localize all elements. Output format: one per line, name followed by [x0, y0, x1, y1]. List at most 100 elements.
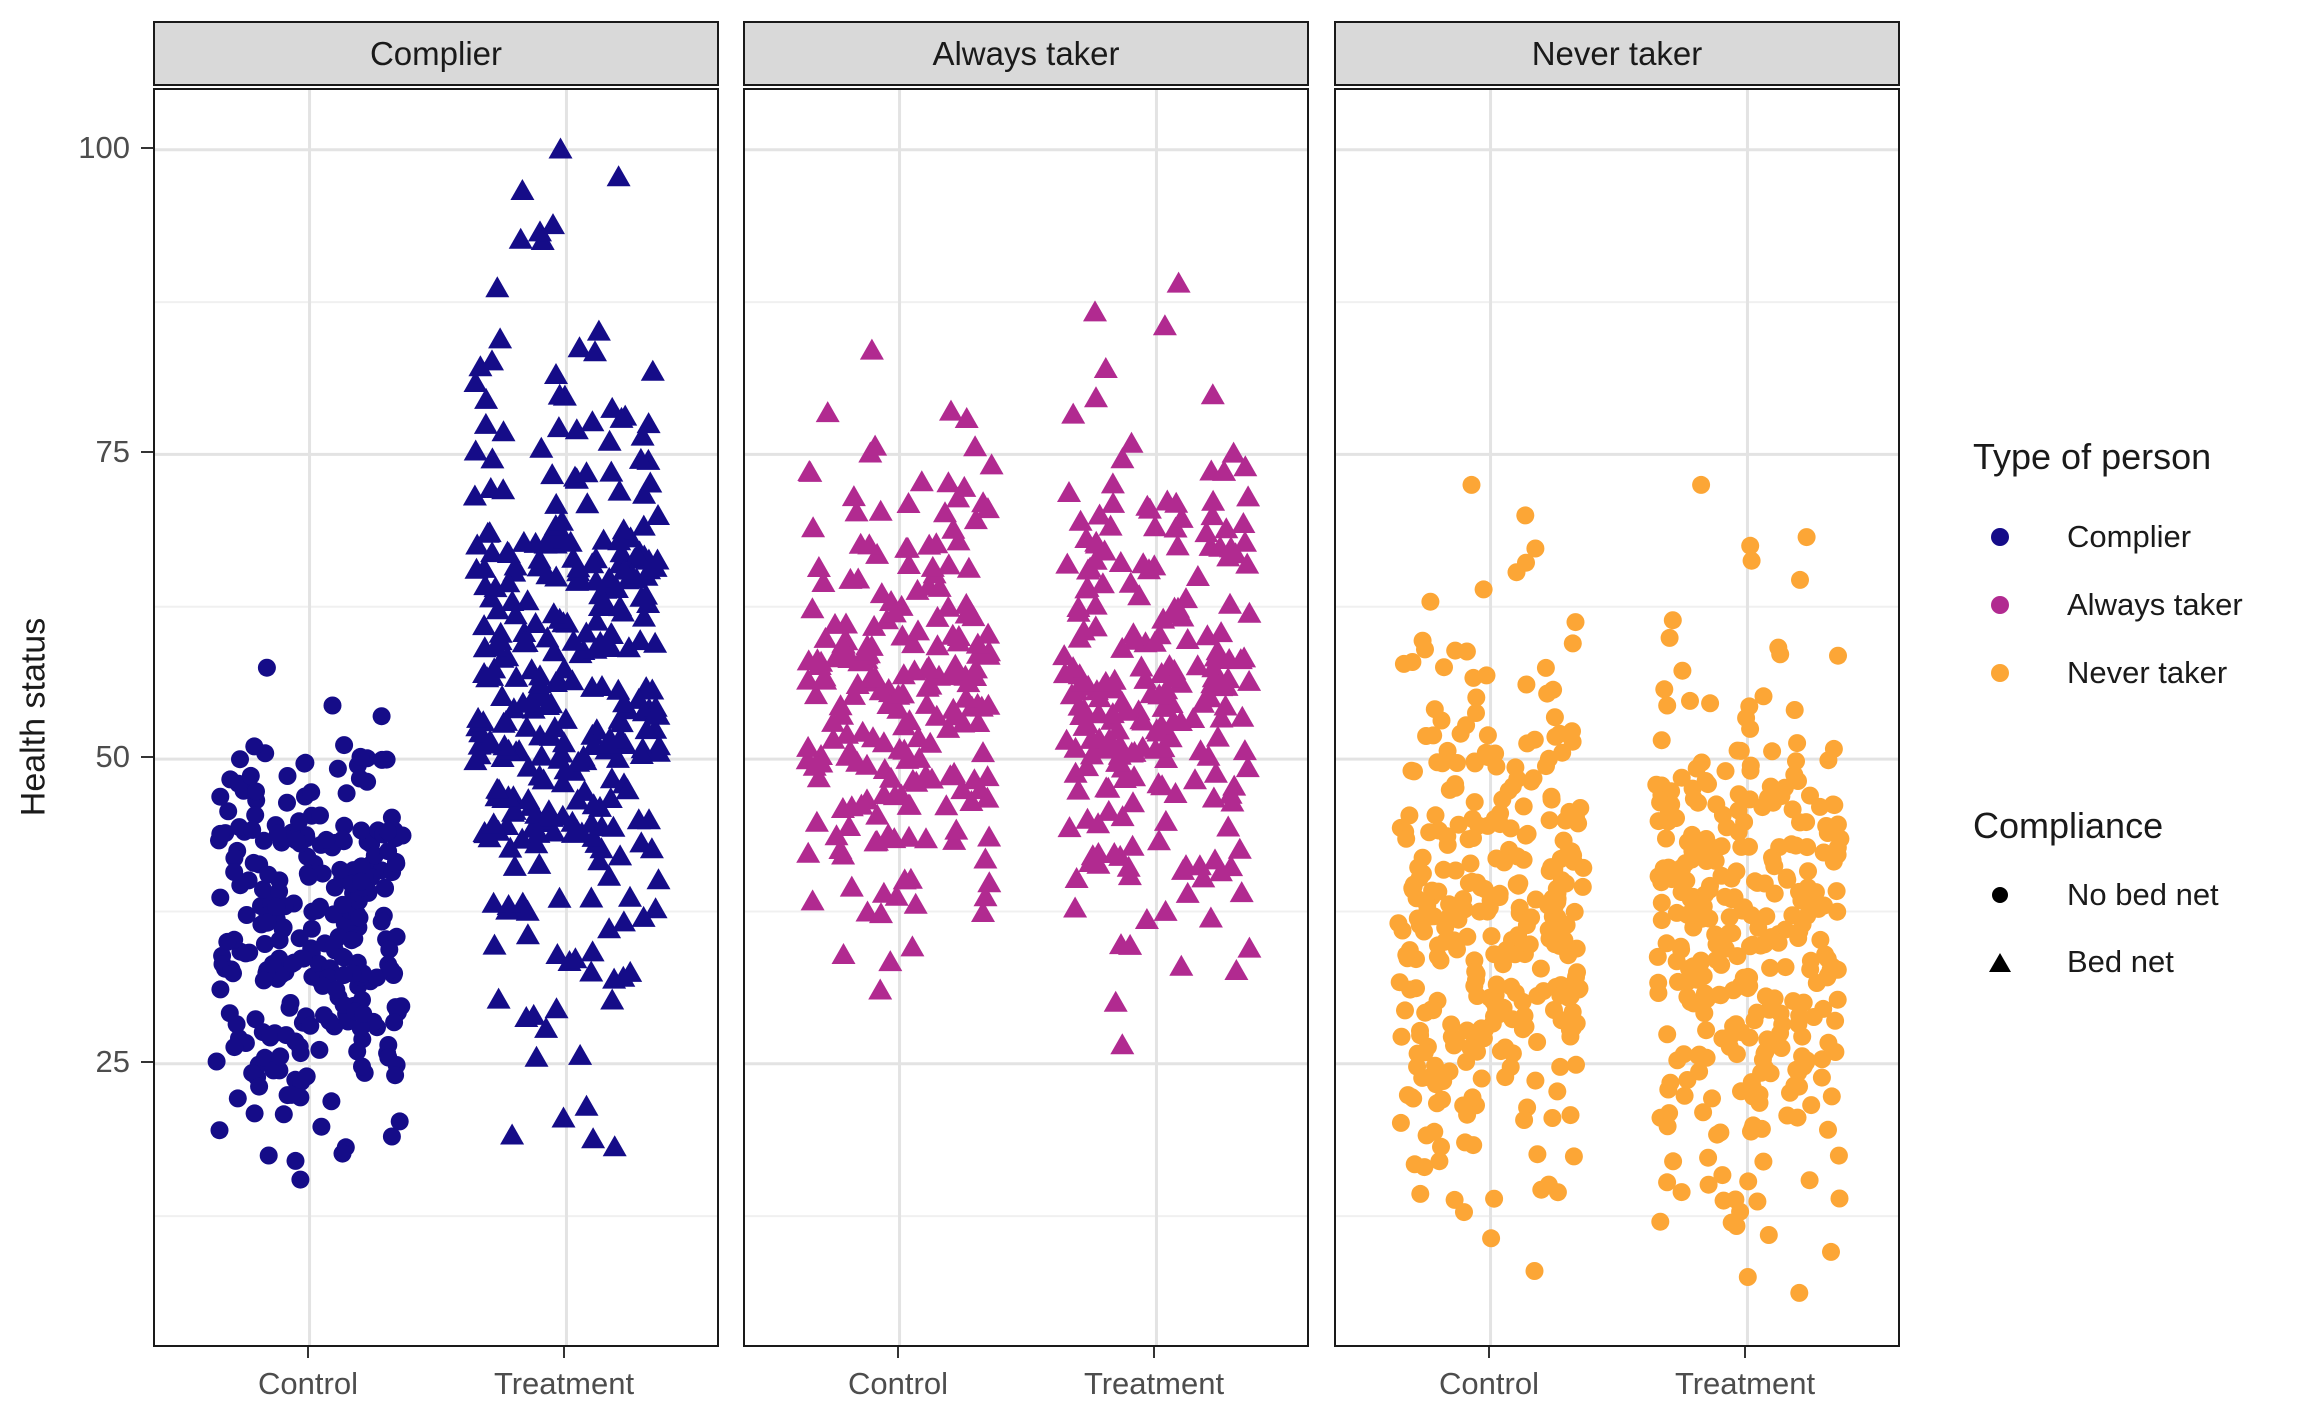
data-point	[897, 825, 921, 847]
data-point	[1109, 933, 1133, 955]
data-point	[1684, 893, 1703, 912]
data-point	[268, 824, 287, 843]
facet-panel-never-taker	[1334, 88, 1900, 1347]
data-point	[643, 631, 668, 653]
data-point	[546, 416, 571, 438]
data-point	[1209, 621, 1234, 643]
data-point	[274, 918, 293, 937]
data-point	[1411, 1184, 1430, 1203]
data-point	[514, 1006, 539, 1027]
data-point	[835, 722, 859, 744]
legend-item-no-bed-net: No bed net	[1982, 875, 2302, 915]
data-point	[1064, 867, 1089, 888]
data-point	[237, 906, 256, 924]
data-point	[868, 679, 893, 701]
data-point	[861, 726, 885, 748]
data-point	[1468, 987, 1487, 1005]
data-point	[290, 812, 308, 831]
data-point	[1790, 882, 1808, 901]
data-point	[515, 899, 540, 921]
data-point	[828, 694, 853, 716]
data-point	[1121, 791, 1145, 813]
data-point	[837, 815, 862, 836]
data-point	[1205, 725, 1230, 747]
data-point	[900, 935, 925, 957]
data-point	[1658, 1117, 1677, 1136]
data-point	[973, 885, 998, 907]
data-point	[1083, 548, 1108, 570]
data-point	[514, 715, 539, 737]
data-point	[246, 806, 265, 825]
data-point	[1175, 628, 1200, 649]
data-point	[1485, 1189, 1504, 1208]
data-point	[1434, 1072, 1453, 1090]
data-point	[1561, 1106, 1580, 1125]
data-point	[390, 1112, 409, 1131]
data-point	[503, 603, 528, 625]
data-point	[796, 735, 821, 757]
data-point	[580, 410, 605, 432]
data-point	[640, 678, 665, 700]
data-point	[1185, 565, 1210, 586]
legend-item-label: Bed net	[2067, 944, 2174, 979]
legend-title-compliance: Compliance	[1973, 805, 2164, 846]
data-point	[1693, 909, 1712, 928]
data-point	[896, 492, 921, 513]
data-point	[567, 336, 592, 358]
data-point	[1754, 687, 1773, 706]
data-point	[849, 793, 874, 815]
data-point	[1486, 744, 1505, 763]
data-point	[352, 821, 371, 840]
data-point	[821, 710, 846, 732]
data-point	[1790, 1077, 1808, 1096]
data-point	[243, 820, 262, 839]
data-point	[486, 987, 511, 1009]
data-point	[1098, 514, 1123, 536]
data-point	[1830, 1189, 1849, 1208]
data-point	[1574, 858, 1593, 877]
data-point	[1720, 908, 1739, 927]
data-point	[1392, 1027, 1411, 1046]
y-axis-title: Health status	[14, 617, 53, 817]
data-point	[1728, 947, 1747, 966]
data-point	[291, 1170, 310, 1189]
gridlines	[1336, 90, 1898, 1345]
data-point	[379, 1036, 398, 1054]
data-point	[1074, 527, 1099, 548]
data-point	[835, 744, 860, 766]
data-point	[1658, 1173, 1677, 1192]
data-point	[1183, 768, 1207, 790]
data-point	[227, 1015, 246, 1034]
data-point	[463, 749, 488, 771]
data-point	[245, 1104, 264, 1123]
data-point	[1052, 644, 1077, 666]
data-point	[630, 424, 655, 446]
data-point	[1507, 563, 1526, 582]
data-point	[1531, 959, 1550, 978]
data-point	[1756, 1059, 1775, 1078]
data-point	[615, 778, 640, 800]
data-point	[286, 1151, 305, 1170]
data-point	[1196, 744, 1221, 766]
data-point	[282, 1085, 301, 1104]
data-point	[1692, 475, 1711, 494]
data-point	[481, 891, 506, 913]
data-point	[1480, 898, 1499, 917]
data-point	[574, 621, 599, 643]
data-point	[1663, 611, 1682, 630]
data-point	[1110, 805, 1135, 827]
data-point	[971, 741, 995, 763]
data-point	[1516, 506, 1535, 525]
data-point	[646, 703, 671, 725]
facet-strip-label: Complier	[369, 34, 503, 72]
data-point	[1697, 1048, 1716, 1067]
data-point	[1822, 1242, 1840, 1261]
data-point	[965, 632, 990, 654]
data-point	[838, 646, 863, 667]
data-point	[254, 831, 273, 850]
data-point	[254, 971, 273, 990]
data-point	[977, 871, 1002, 893]
data-point	[1063, 736, 1088, 758]
data-point	[581, 825, 606, 847]
